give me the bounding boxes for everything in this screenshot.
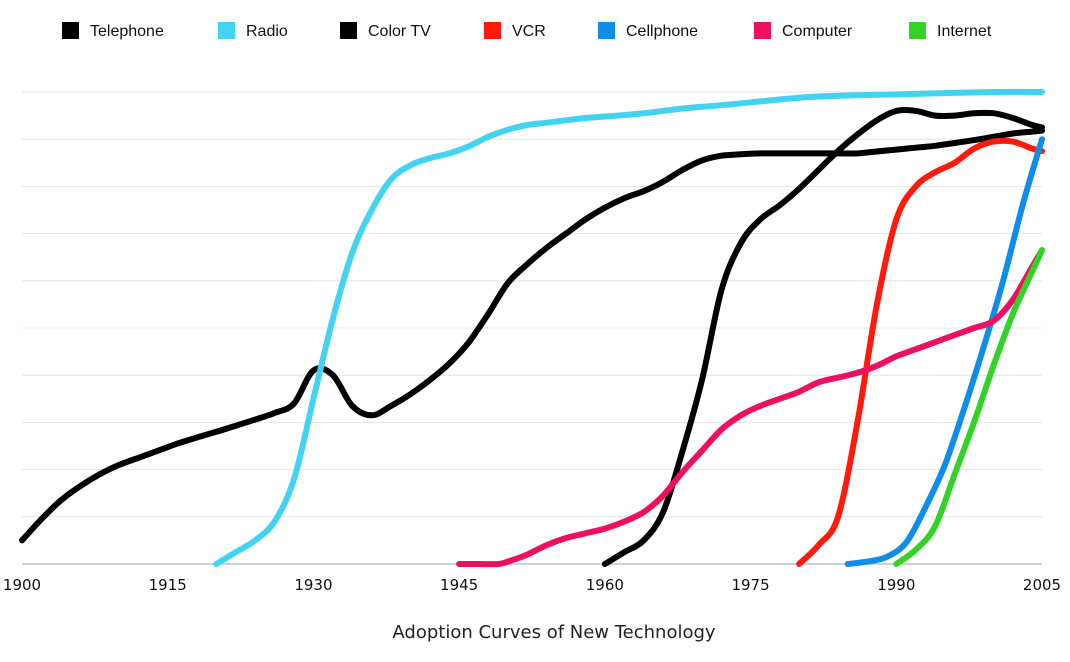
legend-swatch — [598, 22, 615, 39]
x-tick-label: 1945 — [440, 576, 478, 594]
x-tick-label: 1990 — [877, 576, 915, 594]
legend: Telephone Radio Color TV VCR Cellphone Comput… — [62, 22, 992, 40]
legend-item-internet: Internet — [909, 22, 992, 40]
legend-label: Computer — [782, 23, 853, 40]
x-tick-label: 1900 — [3, 576, 41, 594]
series-line-computer — [456, 247, 1045, 568]
chart-title: Adoption Curves of New Technology — [392, 622, 715, 643]
x-tick-labels: 1900 1915 1930 1945 1960 1975 1990 2005 — [3, 576, 1061, 594]
x-tick-label: 1960 — [586, 576, 624, 594]
gridlines — [22, 91, 1042, 518]
legend-swatch — [909, 22, 926, 39]
series-line-radio — [213, 88, 1045, 567]
legend-swatch — [484, 22, 501, 39]
legend-swatch — [754, 22, 771, 39]
legend-item-color-tv: Color TV — [340, 22, 431, 40]
legend-swatch — [62, 22, 79, 39]
x-tick-label: 1930 — [294, 576, 332, 594]
legend-item-radio: Radio — [218, 22, 288, 40]
series-layer — [19, 88, 1045, 568]
legend-label: Radio — [246, 23, 288, 40]
x-tick-label: 1915 — [149, 576, 187, 594]
x-tick-label: 1975 — [731, 576, 769, 594]
legend-label: Telephone — [90, 23, 164, 40]
legend-swatch — [218, 22, 235, 39]
x-tick-label: 2005 — [1023, 576, 1061, 594]
series-line-internet — [893, 247, 1045, 567]
legend-item-computer: Computer — [754, 22, 853, 40]
legend-label: VCR — [512, 23, 546, 40]
series-line-color-tv — [601, 106, 1045, 567]
legend-item-cellphone: Cellphone — [598, 22, 698, 40]
series-line-cellphone — [844, 136, 1045, 567]
legend-label: Cellphone — [626, 23, 698, 40]
legend-item-vcr: VCR — [484, 22, 546, 40]
legend-swatch — [340, 22, 357, 39]
legend-label: Color TV — [368, 23, 431, 40]
series-line-vcr — [796, 137, 1045, 567]
legend-item-telephone: Telephone — [62, 22, 164, 40]
legend-label: Internet — [937, 23, 992, 40]
series-line-telephone — [19, 127, 1045, 544]
